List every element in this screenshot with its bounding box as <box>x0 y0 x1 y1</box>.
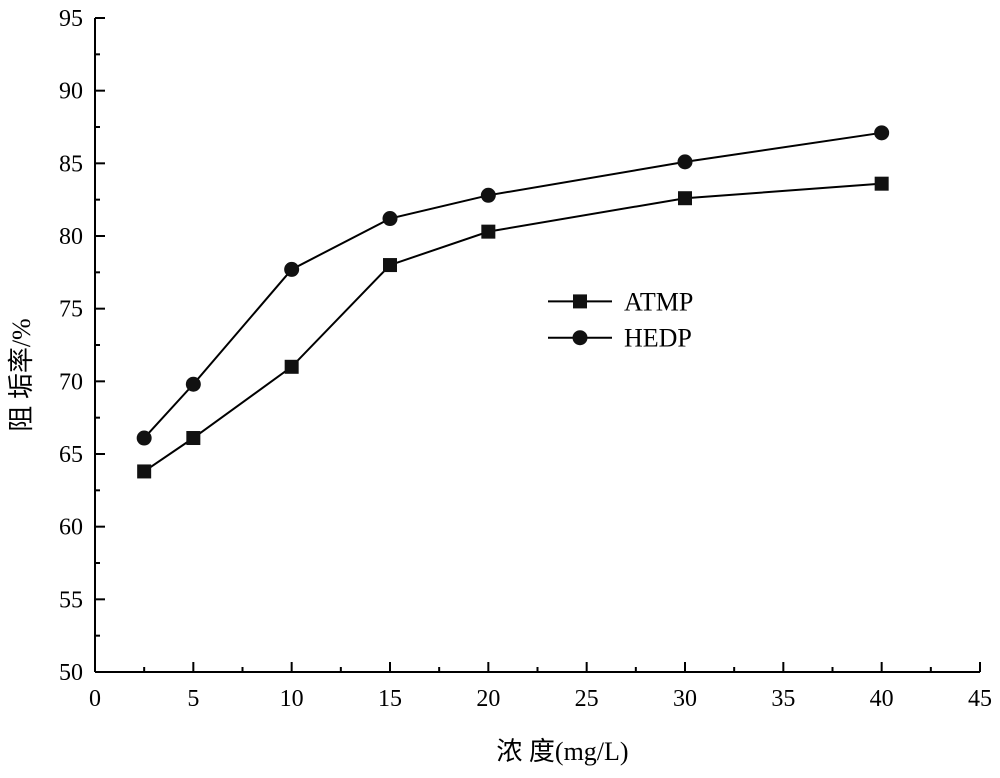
y-tick-label: 90 <box>59 79 83 105</box>
y-tick-label: 85 <box>59 151 83 177</box>
y-axis-ticks: 50 55 60 65 70 75 80 85 90 95 <box>59 6 105 686</box>
y-axis-title: 阻 垢率/% <box>7 318 36 431</box>
data-point-hedp <box>678 154 693 169</box>
legend-marker-hedp <box>573 330 588 345</box>
x-tick-label: 45 <box>968 686 992 712</box>
y-tick-label: 75 <box>59 297 83 323</box>
data-point-atmp <box>875 177 889 191</box>
plot-area: 0 5 10 15 20 25 30 35 40 45 50 55 60 65 70 75 80 85 90 95 <box>59 6 992 712</box>
x-tick-label: 30 <box>673 686 697 712</box>
y-tick-label: 95 <box>59 6 83 32</box>
legend-marker-atmp <box>573 294 587 308</box>
x-tick-label: 0 <box>89 686 101 712</box>
legend-item-atmp: ATMP <box>548 287 693 316</box>
data-point-atmp <box>383 258 397 272</box>
data-point-atmp <box>678 191 692 205</box>
data-point-hedp <box>481 188 496 203</box>
x-axis-ticks: 0 5 10 15 20 25 30 35 40 45 <box>89 662 992 712</box>
y-tick-label: 50 <box>59 660 83 686</box>
data-point-hedp <box>186 377 201 392</box>
series-line-atmp <box>144 184 882 472</box>
y-tick-label: 55 <box>59 587 83 613</box>
data-point-hedp <box>284 262 299 277</box>
x-tick-label: 40 <box>870 686 894 712</box>
series-atmp <box>137 177 889 479</box>
x-tick-label: 20 <box>476 686 500 712</box>
legend-label: HEDP <box>624 324 692 353</box>
data-point-hedp <box>137 431 152 446</box>
x-tick-label: 15 <box>378 686 402 712</box>
y-tick-label: 80 <box>59 224 83 250</box>
data-point-atmp <box>137 464 151 478</box>
x-tick-label: 5 <box>187 686 199 712</box>
data-point-atmp <box>481 225 495 239</box>
series-line-hedp <box>144 133 882 438</box>
y-tick-label: 70 <box>59 369 83 395</box>
legend-item-hedp: HEDP <box>548 324 692 353</box>
data-point-hedp <box>383 211 398 226</box>
y-tick-label: 60 <box>59 515 83 541</box>
x-tick-label: 35 <box>771 686 795 712</box>
x-axis-title: 浓 度(mg/L) <box>496 737 628 766</box>
data-point-atmp <box>285 360 299 374</box>
data-point-hedp <box>874 125 889 140</box>
series-layer <box>137 125 890 478</box>
y-tick-label: 65 <box>59 442 83 468</box>
data-point-atmp <box>186 431 200 445</box>
legend: ATMP HEDP <box>548 287 693 352</box>
x-tick-label: 10 <box>280 686 304 712</box>
legend-label: ATMP <box>624 287 693 316</box>
x-tick-label: 25 <box>575 686 599 712</box>
